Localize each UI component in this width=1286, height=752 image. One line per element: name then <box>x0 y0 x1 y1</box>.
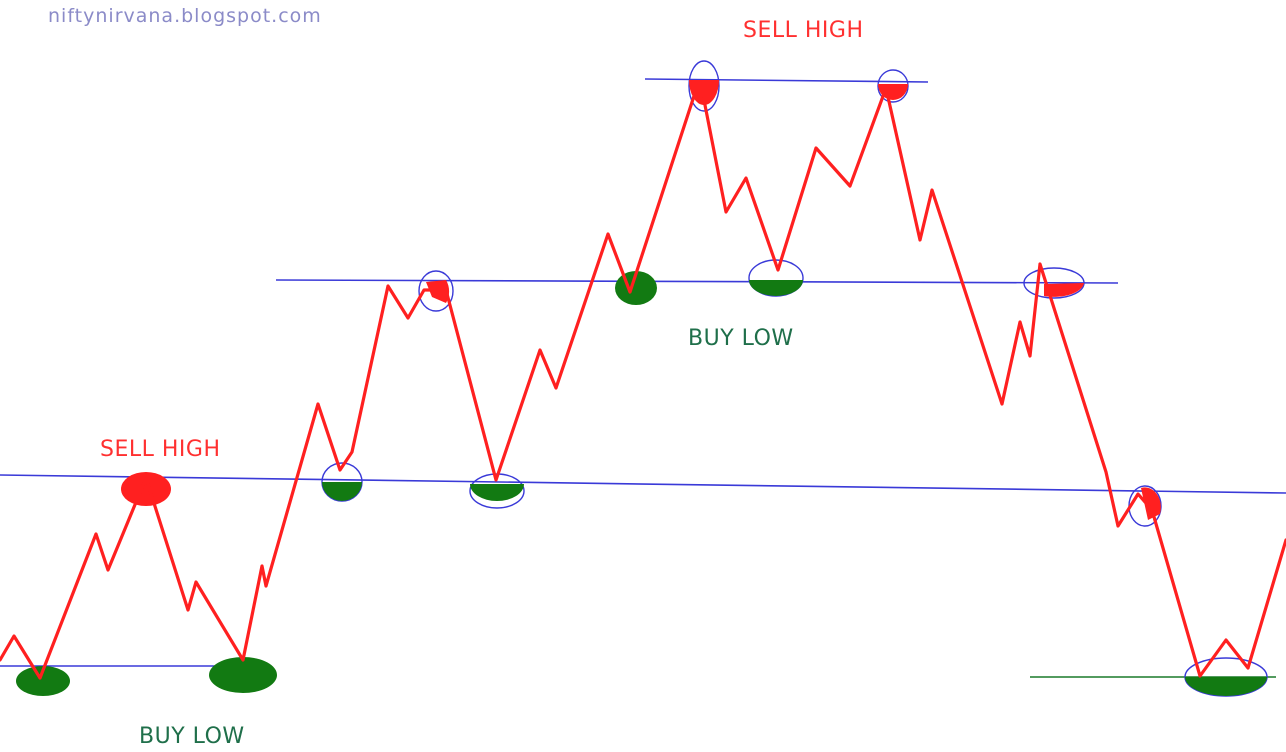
sell-high-marker-1 <box>121 472 171 506</box>
sell-high-label-top: SELL HIGH <box>743 18 864 43</box>
buy-low-label-bottom: BUY LOW <box>139 724 245 749</box>
buy-low-marker-1 <box>16 666 70 696</box>
watermark-text: niftynirvana.blogspot.com <box>48 5 322 27</box>
first-resistance-support-line <box>0 474 1286 494</box>
buy-low-marker-7 <box>1184 657 1268 697</box>
buy-low-label-middle: BUY LOW <box>688 326 794 351</box>
buy-low-marker-3 <box>321 462 363 502</box>
second-resistance-support-line <box>275 279 1119 284</box>
sell-high-label-left: SELL HIGH <box>100 437 221 462</box>
top-resistance-line <box>644 78 929 83</box>
sell-high-marker-5 <box>1023 267 1085 299</box>
sell-high-marker-3 <box>688 60 720 112</box>
buy-low-marker-2 <box>209 657 277 693</box>
price-path <box>0 86 1286 680</box>
